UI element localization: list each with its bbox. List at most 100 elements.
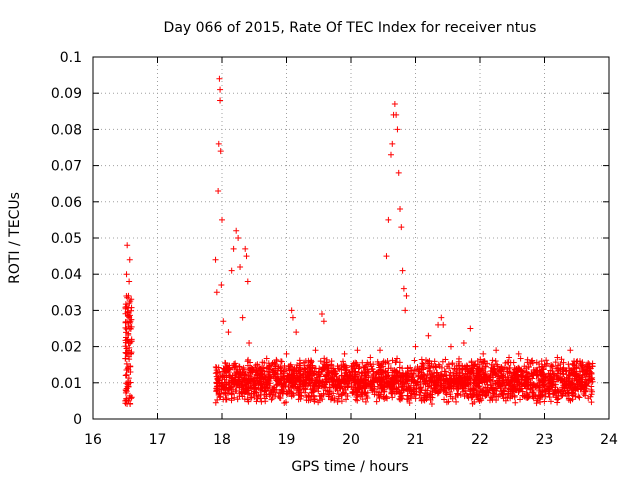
data-point	[514, 376, 521, 383]
data-point	[312, 365, 319, 372]
data-point	[125, 375, 132, 382]
y-tick-label: 0.07	[51, 159, 82, 175]
data-point	[305, 362, 312, 369]
data-point	[588, 383, 595, 390]
data-point	[377, 347, 384, 354]
data-point	[123, 371, 130, 378]
data-point	[389, 140, 396, 147]
data-point	[460, 381, 467, 388]
data-point	[512, 366, 519, 373]
data-point	[239, 314, 246, 321]
data-point	[477, 395, 484, 402]
data-point	[328, 358, 335, 365]
data-point	[569, 376, 576, 383]
data-point	[240, 366, 247, 373]
data-point	[529, 385, 536, 392]
data-point	[421, 374, 428, 381]
data-point	[552, 386, 559, 393]
data-point	[359, 396, 366, 403]
data-point	[474, 372, 481, 379]
data-point	[546, 390, 553, 397]
data-point	[122, 397, 129, 404]
data-point	[346, 373, 353, 380]
data-point	[236, 393, 243, 400]
data-point	[467, 325, 474, 332]
data-point	[425, 364, 432, 371]
data-point	[480, 385, 487, 392]
data-point	[248, 390, 255, 397]
grid	[93, 57, 609, 419]
data-point	[487, 382, 494, 389]
data-point	[240, 376, 247, 383]
data-point	[223, 379, 230, 386]
data-point	[221, 376, 228, 383]
data-point	[589, 378, 596, 385]
data-point	[263, 355, 270, 362]
data-point	[274, 377, 281, 384]
data-point	[347, 374, 354, 381]
data-point	[357, 393, 364, 400]
x-tick-label: 18	[213, 432, 231, 448]
data-point	[452, 378, 459, 385]
data-point	[308, 358, 315, 365]
data-point	[575, 393, 582, 400]
data-point	[388, 381, 395, 388]
data-point	[430, 385, 437, 392]
data-point	[297, 366, 304, 373]
data-point	[266, 383, 273, 390]
data-point	[338, 398, 345, 405]
data-point	[560, 382, 567, 389]
data-point	[310, 387, 317, 394]
data-point	[288, 372, 295, 379]
data-point	[466, 375, 473, 382]
data-point	[218, 382, 225, 389]
data-point	[559, 368, 566, 375]
x-axis-label: GPS time / hours	[291, 459, 408, 475]
data-point	[281, 362, 288, 369]
data-point	[334, 363, 341, 370]
data-point	[423, 396, 430, 403]
data-point	[519, 388, 526, 395]
data-point	[570, 361, 577, 368]
data-point	[411, 357, 418, 364]
data-point	[213, 373, 220, 380]
data-point	[558, 377, 565, 384]
data-point	[515, 379, 522, 386]
data-point	[411, 391, 418, 398]
data-point	[329, 376, 336, 383]
data-point	[289, 314, 296, 321]
data-point	[525, 382, 532, 389]
data-point	[562, 390, 569, 397]
data-point	[441, 396, 448, 403]
data-point	[560, 359, 567, 366]
data-point	[443, 371, 450, 378]
data-point	[453, 365, 460, 372]
data-point	[572, 371, 579, 378]
data-point	[351, 378, 358, 385]
data-point	[506, 381, 513, 388]
data-point	[572, 387, 579, 394]
data-point	[302, 377, 309, 384]
data-point	[489, 357, 496, 364]
data-point	[548, 363, 555, 370]
data-point	[586, 373, 593, 380]
data-point	[505, 379, 512, 386]
data-point	[425, 377, 432, 384]
data-point	[269, 395, 276, 402]
data-point	[567, 347, 574, 354]
data-point	[320, 391, 327, 398]
data-point	[422, 357, 429, 364]
data-point	[428, 382, 435, 389]
data-point	[306, 393, 313, 400]
data-point	[388, 390, 395, 397]
data-point	[582, 388, 589, 395]
data-point	[389, 394, 396, 401]
data-point	[290, 383, 297, 390]
data-point	[445, 361, 452, 368]
data-point	[527, 360, 534, 367]
data-point	[401, 381, 408, 388]
data-point	[377, 382, 384, 389]
data-point	[483, 392, 490, 399]
data-point	[449, 395, 456, 402]
data-point	[499, 365, 506, 372]
